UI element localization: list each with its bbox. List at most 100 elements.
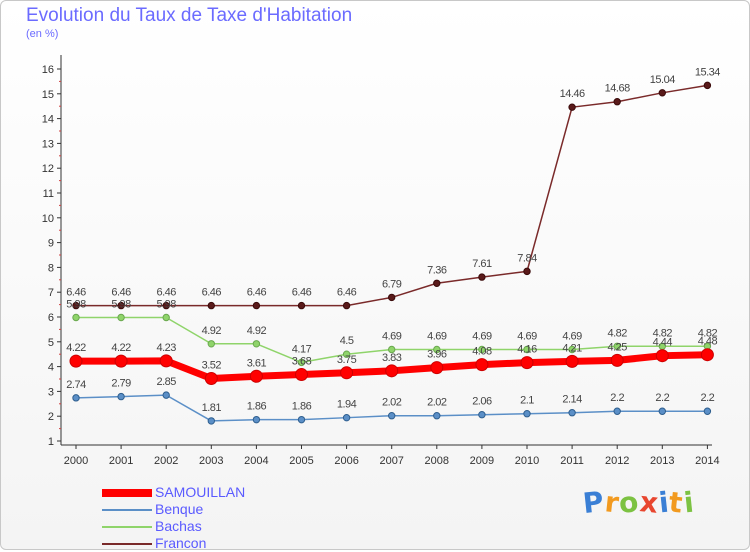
data-label-benque: 1.81 xyxy=(202,402,222,414)
data-point-benque xyxy=(342,413,351,422)
data-label-benque: 2.2 xyxy=(701,392,715,404)
data-label-samouillan: 4.21 xyxy=(562,342,582,354)
data-label-bachas: 4.82 xyxy=(698,327,718,339)
data-point-bachas xyxy=(207,340,216,348)
y-tick-label: 3 xyxy=(48,386,54,398)
x-tick-label: 2005 xyxy=(289,455,313,467)
data-point-benque xyxy=(478,411,486,419)
data-point-benque xyxy=(658,407,666,415)
data-point-samouillan xyxy=(475,358,489,372)
data-label-francon: 6.46 xyxy=(247,287,267,299)
data-label-francon: 6.46 xyxy=(202,287,222,299)
data-point-bachas xyxy=(117,313,125,322)
legend-label: Francon xyxy=(155,535,207,551)
data-label-benque: 1.94 xyxy=(337,399,357,411)
data-point-francon xyxy=(478,273,486,281)
data-point-samouillan xyxy=(385,364,399,378)
data-label-bachas: 4.69 xyxy=(427,330,447,342)
data-label-benque: 2.2 xyxy=(610,392,624,404)
data-point-samouillan xyxy=(159,354,173,368)
x-tick-label: 2000 xyxy=(64,455,88,467)
x-tick-label: 2012 xyxy=(605,455,629,467)
data-point-francon xyxy=(658,89,666,97)
data-point-francon xyxy=(388,293,396,302)
chart-title: Evolution du Taux de Taxe d'Habitation xyxy=(26,5,353,26)
data-label-bachas: 4.92 xyxy=(202,325,222,337)
data-label-francon: 6.79 xyxy=(382,278,402,290)
data-label-samouillan: 4.44 xyxy=(653,337,673,349)
data-label-benque: 2.74 xyxy=(66,379,86,391)
data-point-francon xyxy=(117,301,125,310)
data-point-samouillan xyxy=(610,353,624,367)
data-point-samouillan xyxy=(565,354,579,368)
x-tick-label: 2002 xyxy=(154,455,178,467)
data-point-samouillan xyxy=(69,354,83,368)
data-point-benque xyxy=(523,410,531,418)
data-label-samouillan: 3.61 xyxy=(247,357,267,369)
y-tick-label: 8 xyxy=(48,262,54,274)
legend-label: Bachas xyxy=(155,518,202,534)
data-label-bachas: 5.98 xyxy=(111,298,131,310)
x-tick-label: 2009 xyxy=(470,455,494,467)
y-tick-label: 6 xyxy=(48,312,54,324)
data-point-bachas xyxy=(433,345,441,354)
data-point-francon xyxy=(568,103,576,111)
legend-swatch xyxy=(102,509,152,511)
data-label-bachas: 5.98 xyxy=(156,298,176,310)
data-point-benque xyxy=(207,417,216,425)
x-tick-label: 2013 xyxy=(650,455,674,467)
data-label-benque: 2.79 xyxy=(111,378,131,390)
data-label-benque: 2.14 xyxy=(562,394,582,406)
data-label-bachas: 4.17 xyxy=(292,343,312,355)
y-tick-label: 11 xyxy=(43,188,54,200)
data-point-samouillan xyxy=(655,349,669,363)
data-label-samouillan: 4.25 xyxy=(607,341,627,353)
data-point-benque xyxy=(433,412,441,420)
data-label-bachas: 4.69 xyxy=(562,330,582,342)
data-point-benque xyxy=(297,415,306,424)
data-label-samouillan: 4.23 xyxy=(156,342,176,354)
data-point-benque xyxy=(388,412,396,420)
y-tick-label: 5 xyxy=(48,337,54,349)
proxiti-logo: Proxiti xyxy=(581,485,696,520)
data-label-samouillan: 4.22 xyxy=(111,342,131,354)
data-point-francon xyxy=(72,301,80,310)
y-tick-label: 1 xyxy=(48,436,54,448)
x-tick-label: 2010 xyxy=(515,455,539,467)
y-tick-label: 7 xyxy=(48,287,54,299)
data-label-benque: 1.86 xyxy=(247,401,267,413)
y-tick-label: 13 xyxy=(42,138,54,150)
x-tick-label: 2008 xyxy=(425,455,449,467)
data-label-bachas: 4.69 xyxy=(472,330,492,342)
data-label-bachas: 4.92 xyxy=(247,325,267,337)
data-point-benque xyxy=(162,391,170,399)
y-tick-label: 4 xyxy=(48,362,54,374)
data-point-francon xyxy=(523,267,531,276)
data-point-samouillan xyxy=(430,361,444,375)
data-point-samouillan xyxy=(114,354,128,368)
data-label-samouillan: 4.16 xyxy=(517,344,537,356)
data-label-samouillan: 4.48 xyxy=(698,336,718,348)
data-point-benque xyxy=(613,407,621,415)
data-label-francon: 7.61 xyxy=(472,258,492,270)
data-point-samouillan xyxy=(520,356,534,370)
data-label-francon: 15.04 xyxy=(650,74,675,86)
data-point-bachas xyxy=(568,345,576,354)
x-tick-label: 2007 xyxy=(379,455,403,467)
data-point-bachas xyxy=(388,345,396,354)
data-label-benque: 2.06 xyxy=(472,396,492,408)
legend-swatch xyxy=(102,489,152,497)
data-label-benque: 2.2 xyxy=(655,392,669,404)
data-label-benque: 2.02 xyxy=(427,397,447,409)
unit-label: (en %) xyxy=(26,28,59,40)
data-point-francon xyxy=(252,301,261,310)
legend-label: SAMOUILLAN xyxy=(155,484,246,500)
data-point-francon xyxy=(297,301,306,310)
data-label-benque: 1.86 xyxy=(292,401,312,413)
x-tick-label: 2014 xyxy=(695,455,719,467)
data-label-samouillan: 3.52 xyxy=(202,360,222,372)
data-label-samouillan: 4.22 xyxy=(66,342,86,354)
data-point-samouillan xyxy=(340,366,354,380)
data-point-samouillan xyxy=(249,369,263,383)
data-point-francon xyxy=(613,98,621,106)
